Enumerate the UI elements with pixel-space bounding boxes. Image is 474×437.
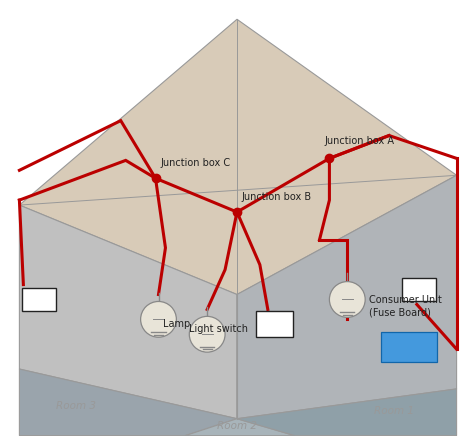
Text: Junction box A: Junction box A <box>324 136 394 146</box>
FancyBboxPatch shape <box>402 277 436 302</box>
FancyBboxPatch shape <box>256 312 293 337</box>
FancyBboxPatch shape <box>381 332 437 362</box>
Polygon shape <box>237 175 456 419</box>
Text: Junction box B: Junction box B <box>242 192 312 202</box>
Polygon shape <box>185 419 295 436</box>
Circle shape <box>329 281 365 317</box>
Text: Room 3: Room 3 <box>56 401 96 411</box>
Polygon shape <box>237 389 456 436</box>
Text: Room 1: Room 1 <box>374 406 414 416</box>
Polygon shape <box>19 19 456 295</box>
FancyBboxPatch shape <box>22 288 56 312</box>
Text: Consumer Unit
(Fuse Board): Consumer Unit (Fuse Board) <box>369 295 442 317</box>
Text: Room 2: Room 2 <box>217 421 257 430</box>
Text: Lamp: Lamp <box>163 319 190 329</box>
Polygon shape <box>19 205 237 419</box>
Circle shape <box>189 316 225 352</box>
Circle shape <box>141 302 176 337</box>
Polygon shape <box>19 369 237 436</box>
Text: Light switch: Light switch <box>189 324 248 334</box>
Text: Junction box C: Junction box C <box>161 158 231 168</box>
